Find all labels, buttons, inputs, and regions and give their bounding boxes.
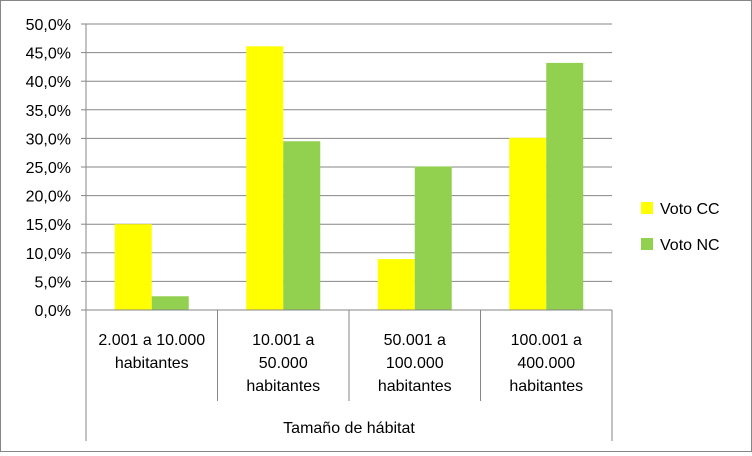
- category-label: 100.000: [386, 355, 444, 372]
- category-label: habitantes: [115, 355, 189, 372]
- y-tick-label: 10,0%: [26, 246, 71, 263]
- category-label: habitantes: [509, 378, 583, 395]
- y-tick-label: 5,0%: [35, 274, 71, 291]
- y-tick-label: 25,0%: [26, 160, 71, 177]
- category-label: 2.001 a 10.000: [98, 332, 205, 349]
- y-tick-label: 20,0%: [26, 189, 71, 206]
- legend-swatch: [641, 202, 653, 214]
- y-tick-label: 45,0%: [26, 46, 71, 63]
- category-label: 100.001 a: [511, 332, 582, 349]
- y-tick-label: 0,0%: [35, 303, 71, 320]
- bar-voto-cc: [509, 137, 547, 310]
- legend-label: Voto CC: [660, 201, 720, 218]
- y-tick-label: 35,0%: [26, 103, 71, 120]
- y-tick-label: 15,0%: [26, 217, 71, 234]
- category-label: 50.001 a: [384, 332, 446, 349]
- bar-voto-cc: [377, 259, 415, 310]
- bar-voto-nc: [151, 296, 189, 310]
- category-label: habitantes: [378, 378, 452, 395]
- category-label: 400.000: [517, 355, 575, 372]
- group-label: Tamaño de hábitat: [283, 420, 415, 437]
- y-tick-label: 50,0%: [26, 17, 71, 34]
- bar-voto-nc: [546, 62, 584, 311]
- category-label: 50.000: [259, 355, 308, 372]
- bar-voto-cc: [246, 46, 284, 311]
- legend-swatch: [641, 238, 653, 250]
- legend-label: Voto NC: [660, 237, 720, 254]
- category-label: 10.001 a: [252, 332, 314, 349]
- category-label: habitantes: [246, 378, 320, 395]
- y-tick-label: 40,0%: [26, 74, 71, 91]
- y-tick-label: 30,0%: [26, 131, 71, 148]
- bar-voto-nc: [414, 166, 452, 310]
- bar-voto-cc: [114, 224, 152, 310]
- bar-voto-nc: [283, 141, 321, 310]
